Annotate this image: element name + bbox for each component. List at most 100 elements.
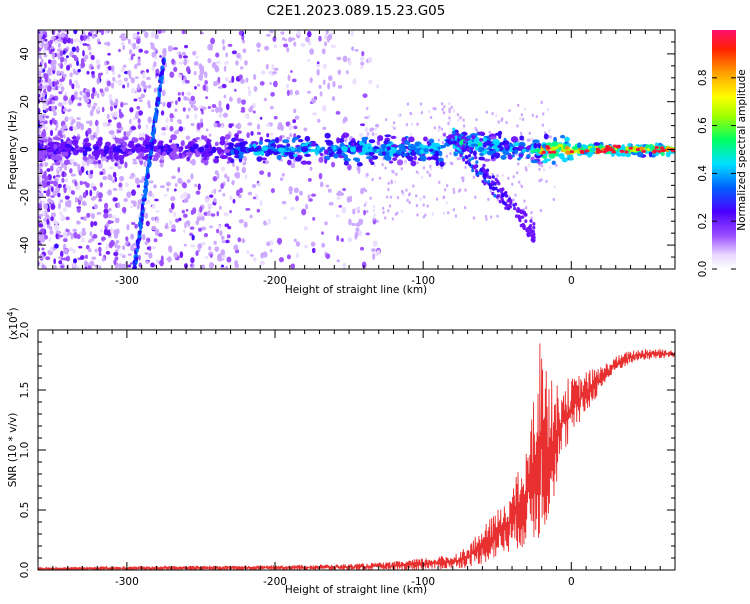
spectral-cell [42, 152, 48, 156]
spectral-cell [484, 214, 488, 219]
spectral-cell [49, 97, 53, 105]
spectral-cell [117, 74, 121, 78]
snr-y-tick-label: 2.0 [19, 322, 31, 339]
spectral-cell [282, 139, 290, 144]
spectral-cell [124, 182, 129, 187]
spectral-cell [383, 154, 391, 160]
spectral-cell [400, 167, 403, 171]
spectral-cell [218, 100, 222, 108]
spectral-cell [43, 203, 49, 210]
spectral-cell [256, 123, 261, 130]
spectral-cell [220, 235, 225, 240]
spectral-cell [69, 72, 73, 78]
spectral-cell [41, 85, 45, 89]
spectrogram-x-tick-label: -100 [411, 275, 435, 287]
spectral-cell [108, 207, 112, 212]
spectral-cell [57, 192, 61, 198]
spectral-cell [485, 168, 490, 173]
spectral-cell [57, 30, 62, 33]
spectral-cell [356, 162, 363, 167]
spectral-cell [439, 161, 445, 167]
spectral-cell [60, 86, 65, 92]
spectral-cell [528, 131, 531, 135]
spectral-cell [286, 136, 291, 140]
spectral-cell [146, 165, 150, 171]
spectral-cell [132, 243, 137, 247]
spectral-cell [129, 118, 132, 125]
spectral-cell [178, 120, 182, 125]
spectral-cell [319, 152, 324, 156]
spectral-cell [136, 184, 141, 188]
spectral-cell [50, 216, 54, 222]
spectral-cell [419, 155, 424, 161]
spectral-cell [76, 265, 80, 269]
spectral-cell [429, 164, 432, 168]
spectral-cell [59, 211, 63, 216]
spectral-cell [304, 153, 311, 158]
spectral-cell [174, 108, 178, 113]
spectral-cell [471, 134, 476, 140]
spectral-cell [450, 105, 453, 109]
spectral-cell [365, 155, 373, 160]
spectral-cell [193, 61, 199, 66]
spectral-cell [350, 30, 354, 37]
spectral-cell [548, 152, 556, 159]
spectral-cell [226, 234, 231, 239]
spectral-cell [70, 173, 76, 177]
spectral-cell [335, 214, 341, 218]
spectral-cell [452, 109, 456, 113]
spectral-cell [354, 231, 359, 238]
spectral-cell [60, 134, 63, 139]
spectral-cell [229, 195, 233, 201]
spectral-cell [39, 168, 43, 175]
spectral-cell [55, 35, 59, 40]
spectral-cell [167, 256, 172, 263]
spectral-cell [69, 158, 75, 164]
spectral-cell [459, 153, 463, 158]
spectral-cell [321, 242, 326, 248]
spectral-cell [442, 111, 446, 115]
spectral-cell [64, 143, 71, 148]
spectral-cell [556, 143, 564, 149]
spectral-cell [224, 76, 229, 82]
spectral-cell [493, 182, 497, 186]
spectral-cell [55, 230, 61, 234]
spectral-cell [40, 121, 44, 127]
spectral-cell [68, 139, 73, 145]
spectral-cell [50, 165, 54, 172]
spectral-cell [520, 184, 524, 189]
spectral-cell [154, 56, 158, 60]
spectral-cell [38, 129, 42, 134]
spectral-cell [607, 146, 613, 150]
spectral-cell [54, 177, 59, 182]
spectral-cell [256, 208, 261, 213]
spectral-cell [295, 195, 299, 202]
spectral-cell [381, 146, 386, 152]
spectral-cell [267, 148, 272, 156]
spectral-cell [276, 237, 283, 245]
spectral-cell [135, 248, 139, 253]
spectral-cell [485, 110, 489, 114]
spectral-cell [182, 213, 188, 218]
spectral-cell [597, 149, 603, 154]
spectral-cell [85, 244, 90, 250]
spectral-cell [294, 115, 300, 120]
spectral-cell [82, 181, 88, 185]
spectral-cell [478, 156, 485, 161]
spectral-cell [227, 146, 234, 150]
spectral-cell [251, 183, 257, 189]
spectral-cell [434, 107, 437, 111]
spectral-cell [218, 205, 222, 210]
spectral-cell [57, 102, 63, 107]
spectral-cell [524, 206, 528, 210]
spectral-cell [183, 95, 187, 101]
spectral-cell [136, 62, 142, 66]
spectral-cell [136, 106, 141, 110]
spectral-cell [55, 80, 59, 85]
spectral-cell [207, 210, 211, 217]
spectral-cell [499, 187, 503, 192]
spectral-cell [515, 171, 519, 175]
spectral-cell [624, 150, 629, 154]
spectral-cell [424, 213, 427, 217]
spectral-cell [190, 244, 196, 248]
